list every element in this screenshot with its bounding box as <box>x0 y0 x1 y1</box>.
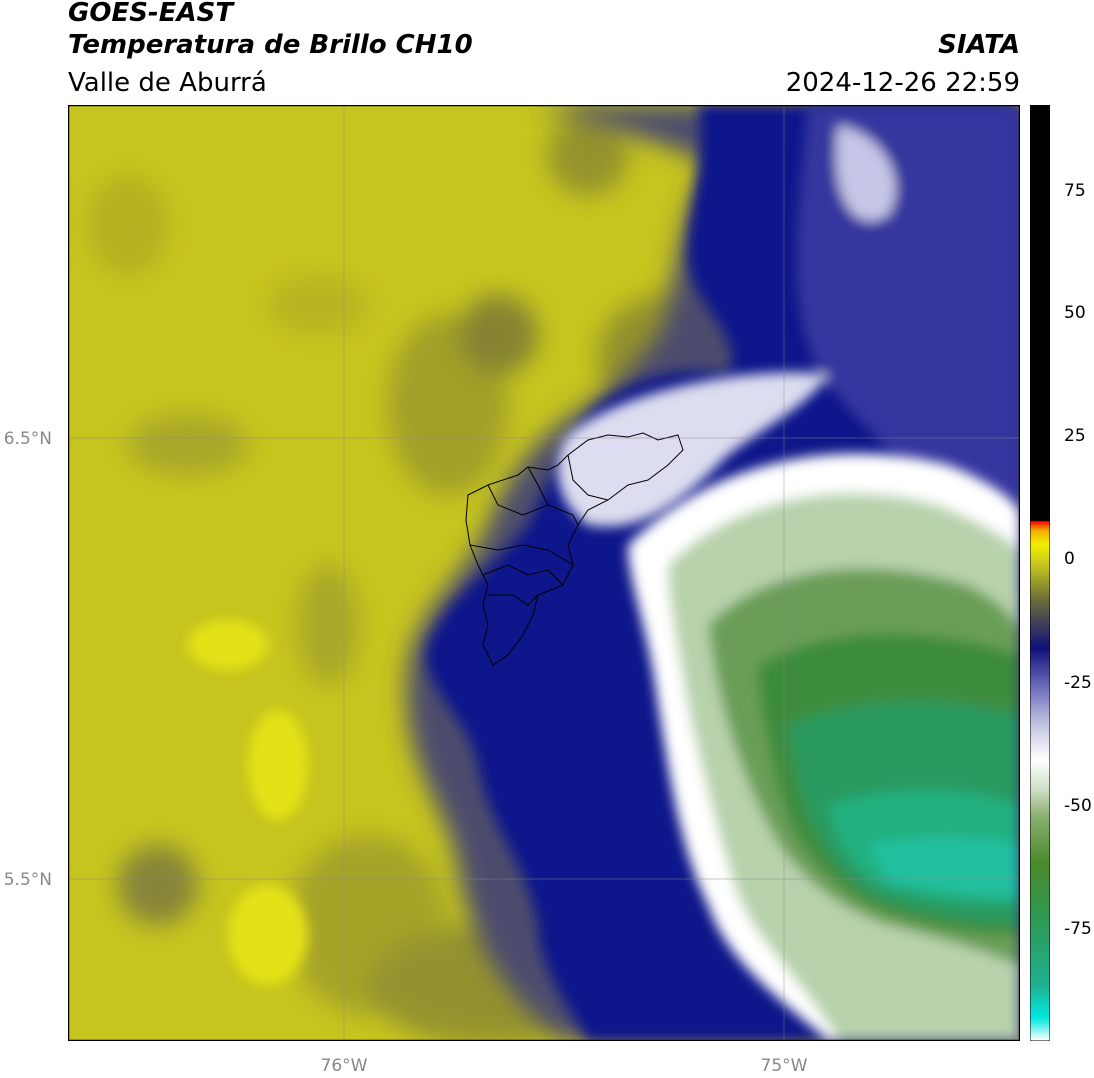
colorbar-tick-label: 50 <box>1064 303 1086 323</box>
map-frame <box>68 105 1020 1041</box>
subtitle-region: Valle de Aburrá <box>68 68 267 98</box>
brightness-temperature-map <box>68 105 1020 1041</box>
title-satellite: GOES-EAST <box>68 0 234 28</box>
colorbar-tick-label: 75 <box>1064 181 1086 201</box>
cold-cloud-core <box>628 453 1020 1041</box>
bright-yellow-patches <box>188 620 308 985</box>
graticule <box>68 105 1020 1041</box>
colorbar-tick-label: -75 <box>1064 919 1092 939</box>
timestamp-label: 2024-12-26 22:59 <box>785 68 1020 98</box>
colorbar-tick-label: 0 <box>1064 549 1075 569</box>
lon-label-76w: 76°W <box>320 1056 368 1076</box>
colorbar-tick-label: 25 <box>1064 426 1086 446</box>
colorbar-tick-label: -50 <box>1064 796 1092 816</box>
colorbar-tick-label: -25 <box>1064 673 1092 693</box>
temperature-colorbar <box>1030 105 1050 1041</box>
lat-label-5-5: 5.5°N <box>3 870 52 890</box>
aburra-valley-boundary <box>465 432 684 666</box>
organization-label: SIATA <box>938 30 1020 60</box>
lon-label-75w: 75°W <box>760 1056 808 1076</box>
lat-label-6-5: 6.5°N <box>3 429 52 449</box>
title-product: Temperatura de Brillo CH10 <box>68 30 473 60</box>
